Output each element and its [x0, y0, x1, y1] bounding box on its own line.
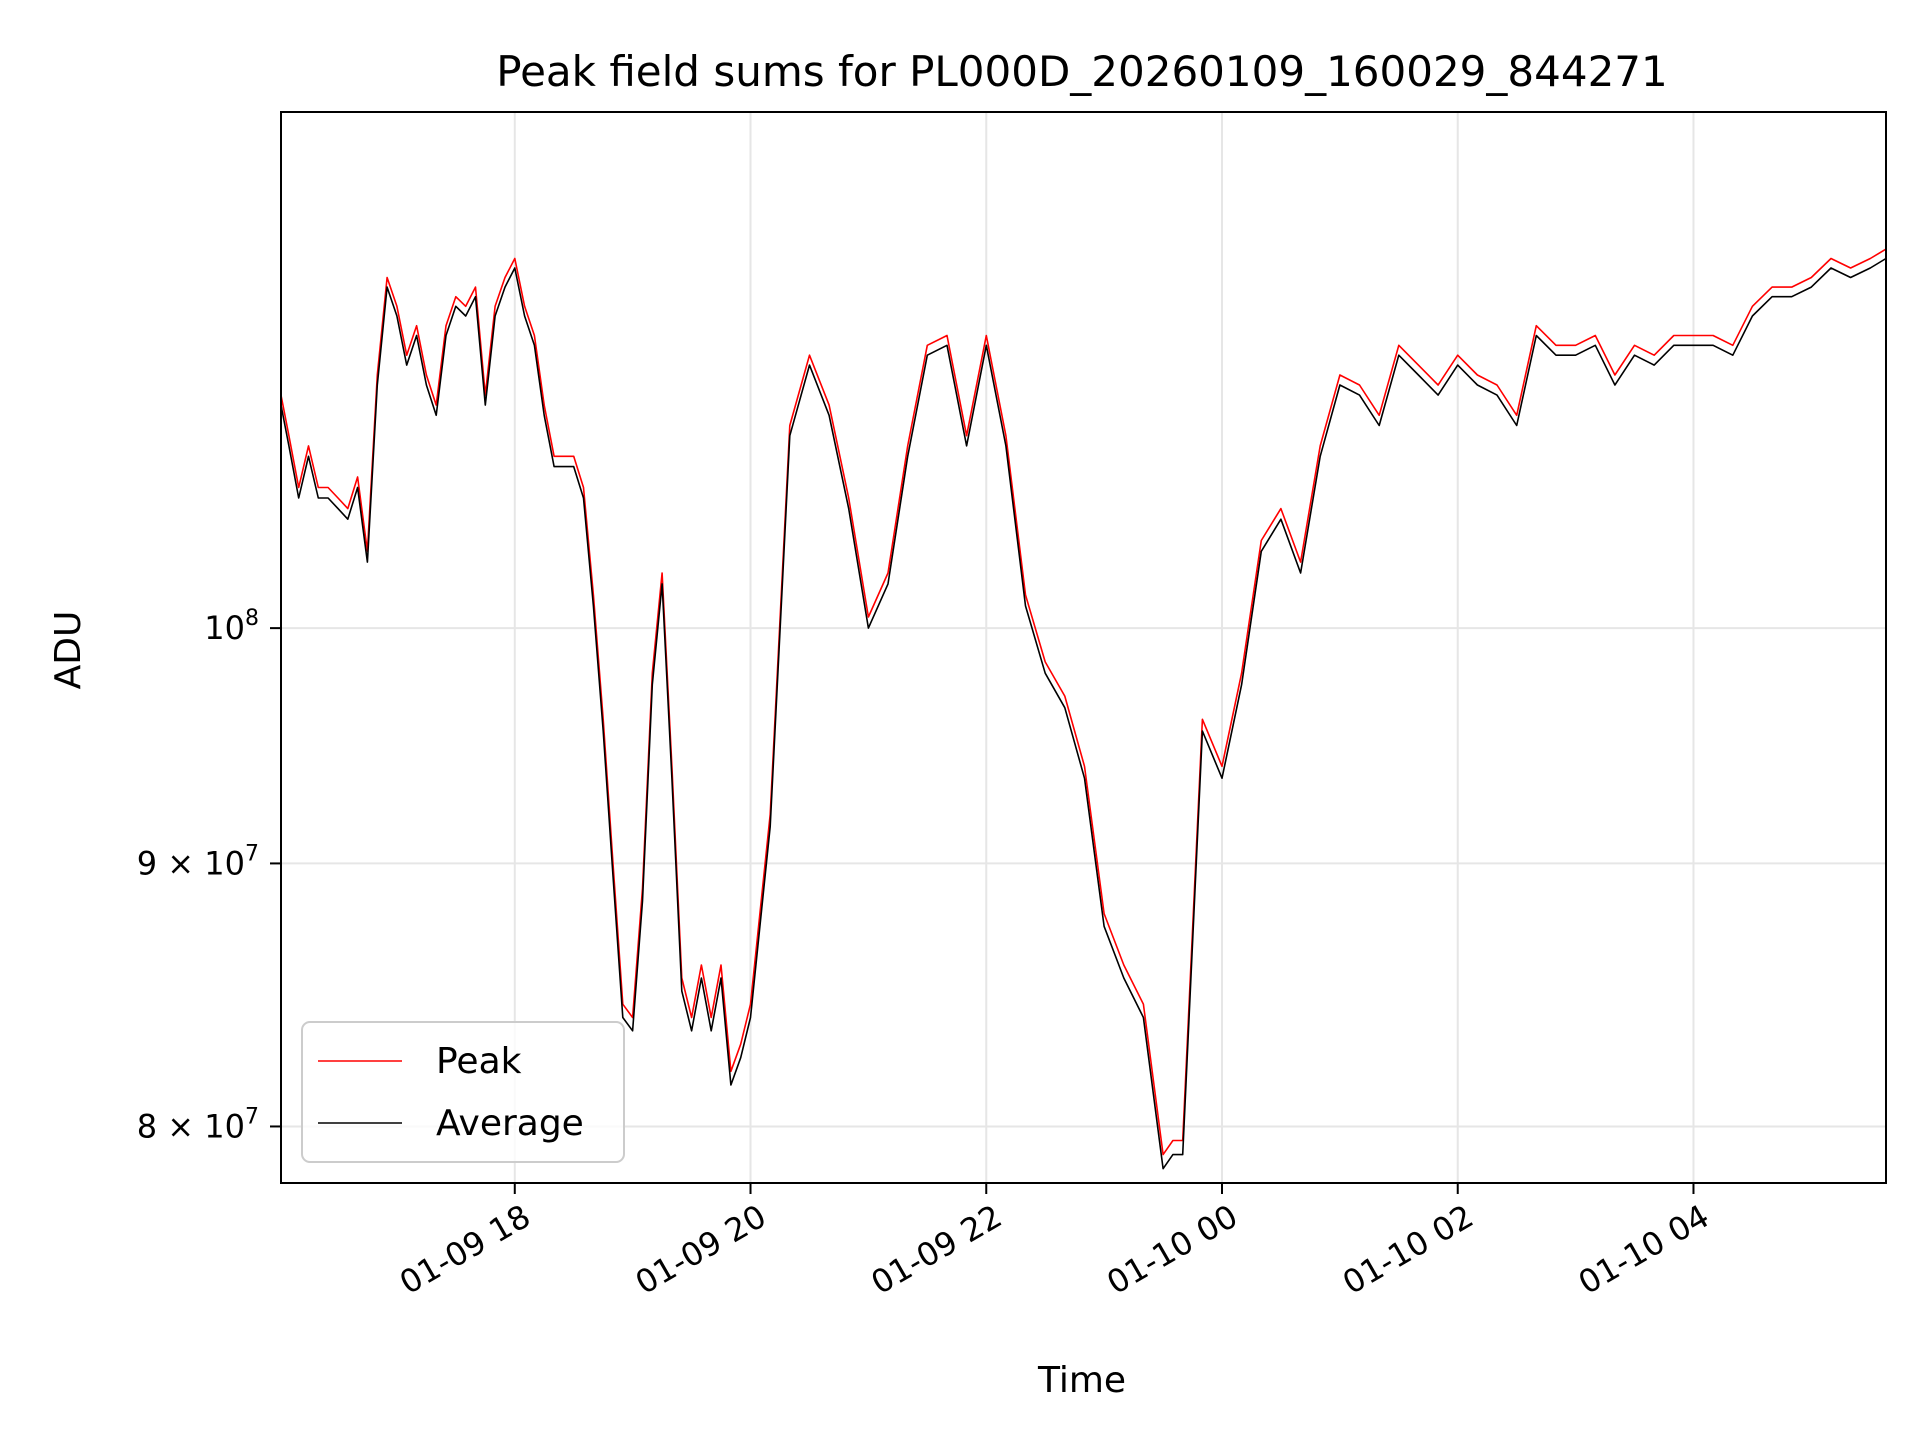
legend: Peak Average: [301, 1021, 625, 1163]
legend-label-average: Average: [436, 1103, 584, 1144]
y-tick-label-base: 9 × 10: [137, 844, 245, 882]
y-tick-label-exponent: 7: [245, 1104, 259, 1129]
y-tick-label: 8 × 107: [137, 1104, 259, 1145]
y-tick-label-exponent: 7: [245, 841, 259, 866]
y-tick-label-base: 10: [204, 609, 245, 647]
grid: [281, 112, 1886, 1183]
y-tick-label-exponent: 8: [245, 606, 259, 631]
y-tick-label: 108: [204, 606, 259, 647]
series-layer: [281, 248, 1886, 1170]
plot-frame: [280, 111, 1887, 1184]
y-tick-label-base: 8 × 10: [137, 1107, 245, 1145]
series-line-average: [281, 257, 1886, 1170]
legend-label-peak: Peak: [436, 1041, 522, 1082]
legend-box: [301, 1021, 625, 1163]
chart-title: Peak field sums for PL000D_20260109_1600…: [496, 47, 1667, 96]
series-line-peak: [281, 248, 1886, 1156]
y-tick-label: 9 × 107: [137, 841, 259, 882]
x-axis-label: Time: [1037, 1360, 1126, 1401]
y-axis-label: ADU: [48, 611, 89, 690]
